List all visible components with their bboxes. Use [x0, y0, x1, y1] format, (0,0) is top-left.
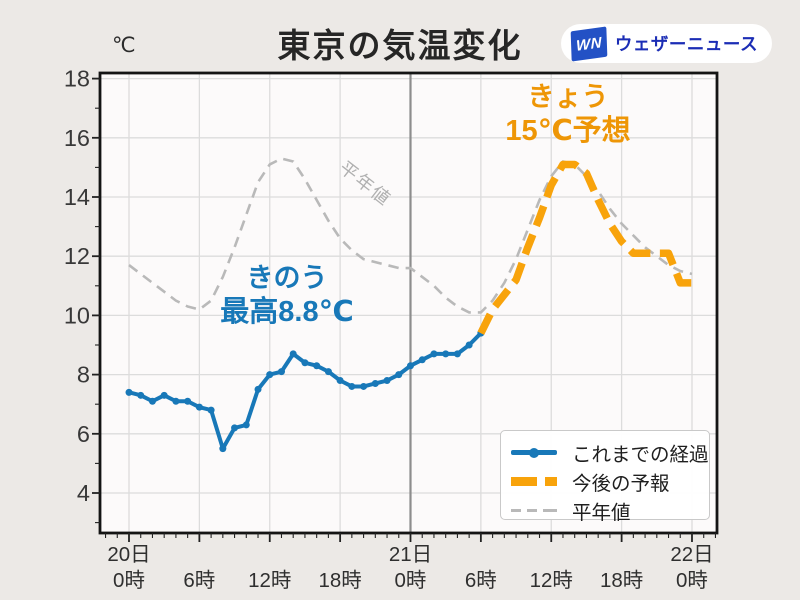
- x-day-label: 21日: [389, 543, 432, 566]
- observed-point: [465, 341, 473, 349]
- observed-point: [254, 385, 262, 393]
- observed-point: [195, 403, 203, 411]
- y-tick-label: 6: [77, 421, 90, 447]
- today-annotation-line2: 15℃予想: [505, 114, 631, 147]
- observed-point: [395, 371, 403, 379]
- x-hour-label: 12時: [248, 569, 291, 592]
- observed-point: [266, 371, 274, 379]
- x-hour-label: 18時: [318, 569, 361, 592]
- observed-point: [301, 359, 309, 367]
- x-hour-label: 0時: [395, 569, 427, 592]
- x-hour-label: 0時: [113, 569, 145, 592]
- normal-line-sample-icon: [511, 509, 557, 512]
- observed-point: [231, 424, 239, 432]
- y-tick-label: 4: [77, 480, 90, 506]
- x-hour-label: 12時: [530, 569, 573, 592]
- observed-point: [324, 368, 332, 376]
- y-axis-labels: 18 16 14 12 10 8 6 4: [64, 66, 90, 506]
- yesterday-annotation-line1: きのう: [246, 263, 328, 293]
- observed-point: [418, 356, 426, 364]
- x-hour-label: 0時: [676, 569, 708, 592]
- observed-point: [453, 350, 461, 358]
- frame-rect: [98, 71, 719, 535]
- gridlines: [100, 73, 717, 533]
- y-tick-label: 8: [77, 362, 90, 388]
- observed-point: [160, 391, 168, 399]
- x-hour-label: 6時: [465, 569, 497, 592]
- today-annotation: きょう 15℃予想: [505, 81, 630, 149]
- weathernews-logo: WN ウェザーニュース: [560, 24, 772, 63]
- observed-point: [289, 350, 297, 358]
- legend-label-forecast: 今後の予報: [572, 473, 670, 495]
- observed-point: [371, 379, 379, 387]
- x-hour-label: 6時: [183, 569, 215, 592]
- observed-point: [430, 350, 438, 358]
- x-day-label: 20日: [107, 543, 150, 566]
- yesterday-annotation: きのう 最高8.8℃: [220, 262, 353, 330]
- legend-item-forecast: 今後の予報: [511, 467, 699, 496]
- observed-point: [406, 362, 414, 370]
- page-title: 東京の気温変化: [277, 27, 523, 64]
- observed-point: [277, 368, 285, 376]
- observed-point: [360, 382, 368, 390]
- observed-point: [336, 377, 344, 385]
- observed-point: [148, 397, 156, 405]
- observed-line-sample-icon: [511, 447, 557, 457]
- x-axis-labels: 20日 0時 6時 12時 18時 21日 0時 6時 12時 18時 22日 0時: [107, 543, 713, 592]
- plot-frame: [98, 71, 719, 535]
- axis-ticks: [92, 77, 717, 542]
- y-tick-label: 18: [64, 66, 90, 92]
- observed-point: [313, 362, 321, 370]
- y-tick-label: 12: [64, 243, 90, 269]
- x-hour-label: 18時: [600, 569, 643, 592]
- legend-item-normal: 平年値: [511, 496, 699, 525]
- observed-point: [125, 388, 133, 396]
- observed-point: [172, 397, 180, 405]
- yesterday-annotation-line2: 最高8.8℃: [220, 295, 354, 328]
- observed-point: [442, 350, 450, 358]
- legend-item-observed: これまでの経過: [511, 438, 709, 467]
- legend-label-normal: 平年値: [572, 502, 631, 524]
- observed-point: [348, 382, 356, 390]
- y-tick-label: 16: [64, 125, 90, 151]
- x-day-label: 22日: [670, 543, 713, 566]
- observed-line: [125, 329, 485, 453]
- y-tick-label: 14: [64, 184, 90, 210]
- chart-legend: これまでの経過 今後の予報 平年値: [500, 430, 710, 524]
- forecast-line: [477, 160, 692, 335]
- y-tick-label: 10: [64, 302, 90, 328]
- observed-point: [207, 406, 215, 414]
- observed-point: [219, 445, 227, 453]
- observed-point: [137, 391, 145, 399]
- today-annotation-line1: きょう: [527, 82, 609, 112]
- observed-point: [242, 421, 250, 429]
- forecast-line-sample-icon: [511, 477, 557, 486]
- observed-point: [184, 397, 192, 405]
- y-axis-unit-label: ℃: [112, 34, 136, 57]
- forecast-polyline: [477, 160, 692, 335]
- observed-point: [383, 377, 391, 385]
- normal-polyline: [128, 157, 693, 314]
- legend-label-observed: これまでの経過: [572, 444, 709, 466]
- logo-brand-name: ウェザーニュース: [614, 34, 758, 54]
